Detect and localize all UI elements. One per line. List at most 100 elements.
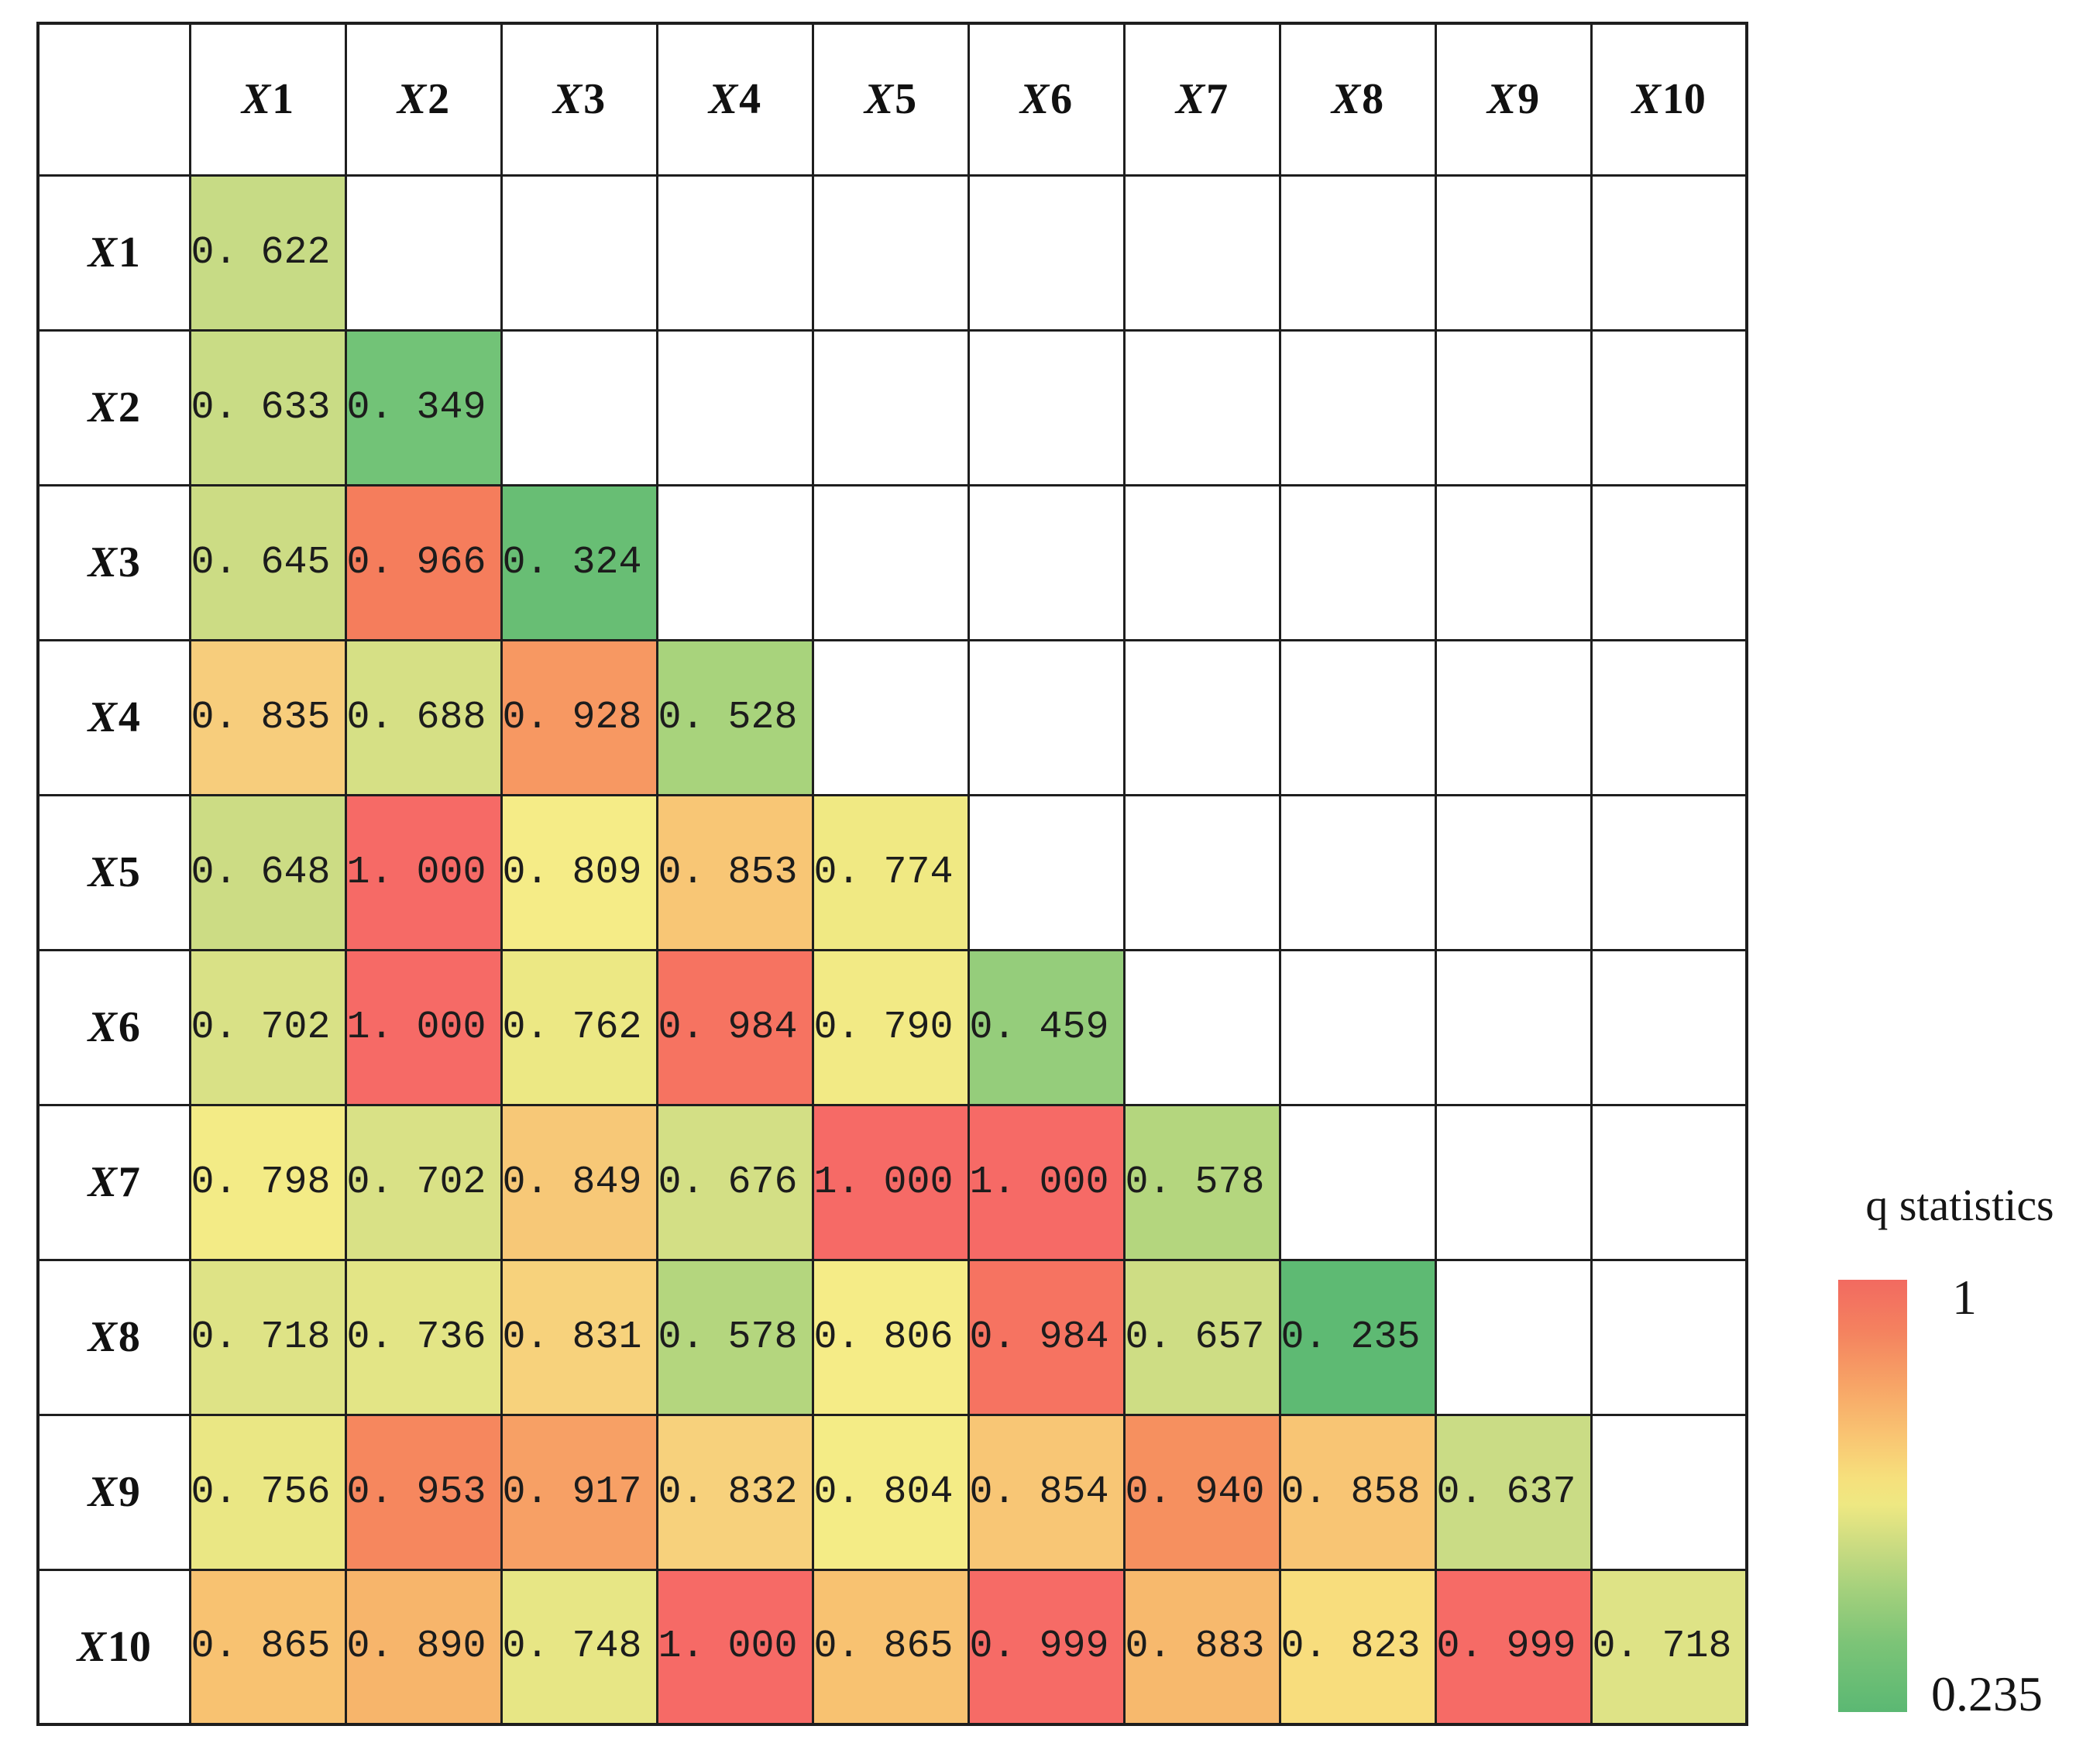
- matrix-cell-x9-x3: 0. 917: [500, 1413, 658, 1571]
- empty-cell: [1590, 328, 1748, 486]
- matrix-cell-x8-x7: 0. 657: [1122, 1258, 1281, 1416]
- row-header-x6: X6: [36, 948, 191, 1106]
- empty-cell: [811, 174, 970, 332]
- legend-min-label: 0.235: [1931, 1666, 2043, 1721]
- matrix-cell-x6-x6: 0. 459: [967, 948, 1126, 1106]
- matrix-cell-x10-x7: 0. 883: [1122, 1568, 1281, 1726]
- empty-cell: [967, 328, 1126, 486]
- empty-cell: [1278, 174, 1437, 332]
- empty-cell: [1122, 483, 1281, 641]
- matrix-cell-x8-x3: 0. 831: [500, 1258, 658, 1416]
- matrix-cell-x2-x2: 0. 349: [344, 328, 503, 486]
- legend-title: q statistics: [1865, 1180, 2054, 1230]
- matrix-cell-x7-x6: 1. 000: [967, 1103, 1126, 1261]
- empty-cell: [1278, 793, 1437, 951]
- matrix-cell-x10-x8: 0. 823: [1278, 1568, 1437, 1726]
- empty-cell: [1122, 328, 1281, 486]
- empty-cell: [1590, 1413, 1748, 1571]
- matrix-cell-x4-x4: 0. 528: [655, 638, 814, 796]
- matrix-cell-x10-x9: 0. 999: [1434, 1568, 1593, 1726]
- matrix-cell-x5-x1: 0. 648: [188, 793, 347, 951]
- empty-cell: [1434, 948, 1593, 1106]
- q-statistics-matrix: X1 X2 X3 X4 X5 X6 X7 X8 X9 X10 X1 0. 622 X2 0. 633 0. …: [36, 22, 1748, 1726]
- empty-cell: [1590, 638, 1748, 796]
- empty-cell: [655, 328, 814, 486]
- matrix-cell-x5-x2: 1. 000: [344, 793, 503, 951]
- matrix-cell-x7-x4: 0. 676: [655, 1103, 814, 1261]
- matrix-cell-x9-x4: 0. 832: [655, 1413, 814, 1571]
- empty-cell: [967, 638, 1126, 796]
- empty-cell: [500, 174, 658, 332]
- matrix-cell-x8-x1: 0. 718: [188, 1258, 347, 1416]
- matrix-cell-x6-x5: 0. 790: [811, 948, 970, 1106]
- matrix-cell-x6-x1: 0. 702: [188, 948, 347, 1106]
- empty-cell: [1278, 638, 1437, 796]
- column-header-x8: X8: [1278, 22, 1437, 177]
- empty-cell: [811, 328, 970, 486]
- empty-cell: [655, 483, 814, 641]
- column-header-x7: X7: [1122, 22, 1281, 177]
- empty-cell: [1590, 1258, 1748, 1416]
- column-header-x4: X4: [655, 22, 814, 177]
- matrix-cell-x10-x4: 1. 000: [655, 1568, 814, 1726]
- matrix-cell-x3-x3: 0. 324: [500, 483, 658, 641]
- column-header-x5: X5: [811, 22, 970, 177]
- matrix-cell-x5-x4: 0. 853: [655, 793, 814, 951]
- matrix-cell-x10-x1: 0. 865: [188, 1568, 347, 1726]
- matrix-cell-x4-x2: 0. 688: [344, 638, 503, 796]
- matrix-cell-x7-x3: 0. 849: [500, 1103, 658, 1261]
- matrix-cell-x8-x8: 0. 235: [1278, 1258, 1437, 1416]
- matrix-cell-x3-x1: 0. 645: [188, 483, 347, 641]
- empty-cell: [1278, 948, 1437, 1106]
- matrix-cell-x8-x4: 0. 578: [655, 1258, 814, 1416]
- column-header-x9: X9: [1434, 22, 1593, 177]
- row-header-x4: X4: [36, 638, 191, 796]
- row-header-x2: X2: [36, 328, 191, 486]
- matrix-cell-x4-x1: 0. 835: [188, 638, 347, 796]
- empty-cell: [1122, 174, 1281, 332]
- matrix-cell-x9-x2: 0. 953: [344, 1413, 503, 1571]
- matrix-cell-x2-x1: 0. 633: [188, 328, 347, 486]
- empty-cell: [655, 174, 814, 332]
- matrix-cell-x4-x3: 0. 928: [500, 638, 658, 796]
- row-header-x8: X8: [36, 1258, 191, 1416]
- matrix-cell-x9-x6: 0. 854: [967, 1413, 1126, 1571]
- empty-cell: [1122, 793, 1281, 951]
- column-header-x6: X6: [967, 22, 1126, 177]
- matrix-cell-x5-x5: 0. 774: [811, 793, 970, 951]
- matrix-cell-x10-x5: 0. 865: [811, 1568, 970, 1726]
- empty-cell: [1434, 793, 1593, 951]
- matrix-cell-x7-x7: 0. 578: [1122, 1103, 1281, 1261]
- empty-cell: [1278, 1103, 1437, 1261]
- matrix-cell-x10-x2: 0. 890: [344, 1568, 503, 1726]
- corner-cell: [36, 22, 191, 177]
- empty-cell: [1434, 1103, 1593, 1261]
- empty-cell: [1434, 1258, 1593, 1416]
- matrix-cell-x7-x5: 1. 000: [811, 1103, 970, 1261]
- matrix-cell-x7-x1: 0. 798: [188, 1103, 347, 1261]
- column-header-x2: X2: [344, 22, 503, 177]
- row-header-x9: X9: [36, 1413, 191, 1571]
- empty-cell: [1278, 328, 1437, 486]
- empty-cell: [1278, 483, 1437, 641]
- matrix-cell-x6-x2: 1. 000: [344, 948, 503, 1106]
- matrix-cell-x9-x5: 0. 804: [811, 1413, 970, 1571]
- legend-gradient-bar: [1838, 1280, 1907, 1712]
- empty-cell: [811, 638, 970, 796]
- empty-cell: [1122, 638, 1281, 796]
- column-header-x3: X3: [500, 22, 658, 177]
- empty-cell: [1590, 174, 1748, 332]
- column-header-x10: X10: [1590, 22, 1748, 177]
- matrix-cell-x9-x9: 0. 637: [1434, 1413, 1593, 1571]
- matrix-cell-x10-x3: 0. 748: [500, 1568, 658, 1726]
- row-header-x3: X3: [36, 483, 191, 641]
- empty-cell: [1590, 793, 1748, 951]
- legend-max-label: 1: [1952, 1270, 1977, 1325]
- matrix-cell-x9-x1: 0. 756: [188, 1413, 347, 1571]
- empty-cell: [967, 483, 1126, 641]
- empty-cell: [500, 328, 658, 486]
- row-header-x10: X10: [36, 1568, 191, 1726]
- empty-cell: [1590, 1103, 1748, 1261]
- empty-cell: [1590, 948, 1748, 1106]
- empty-cell: [1590, 483, 1748, 641]
